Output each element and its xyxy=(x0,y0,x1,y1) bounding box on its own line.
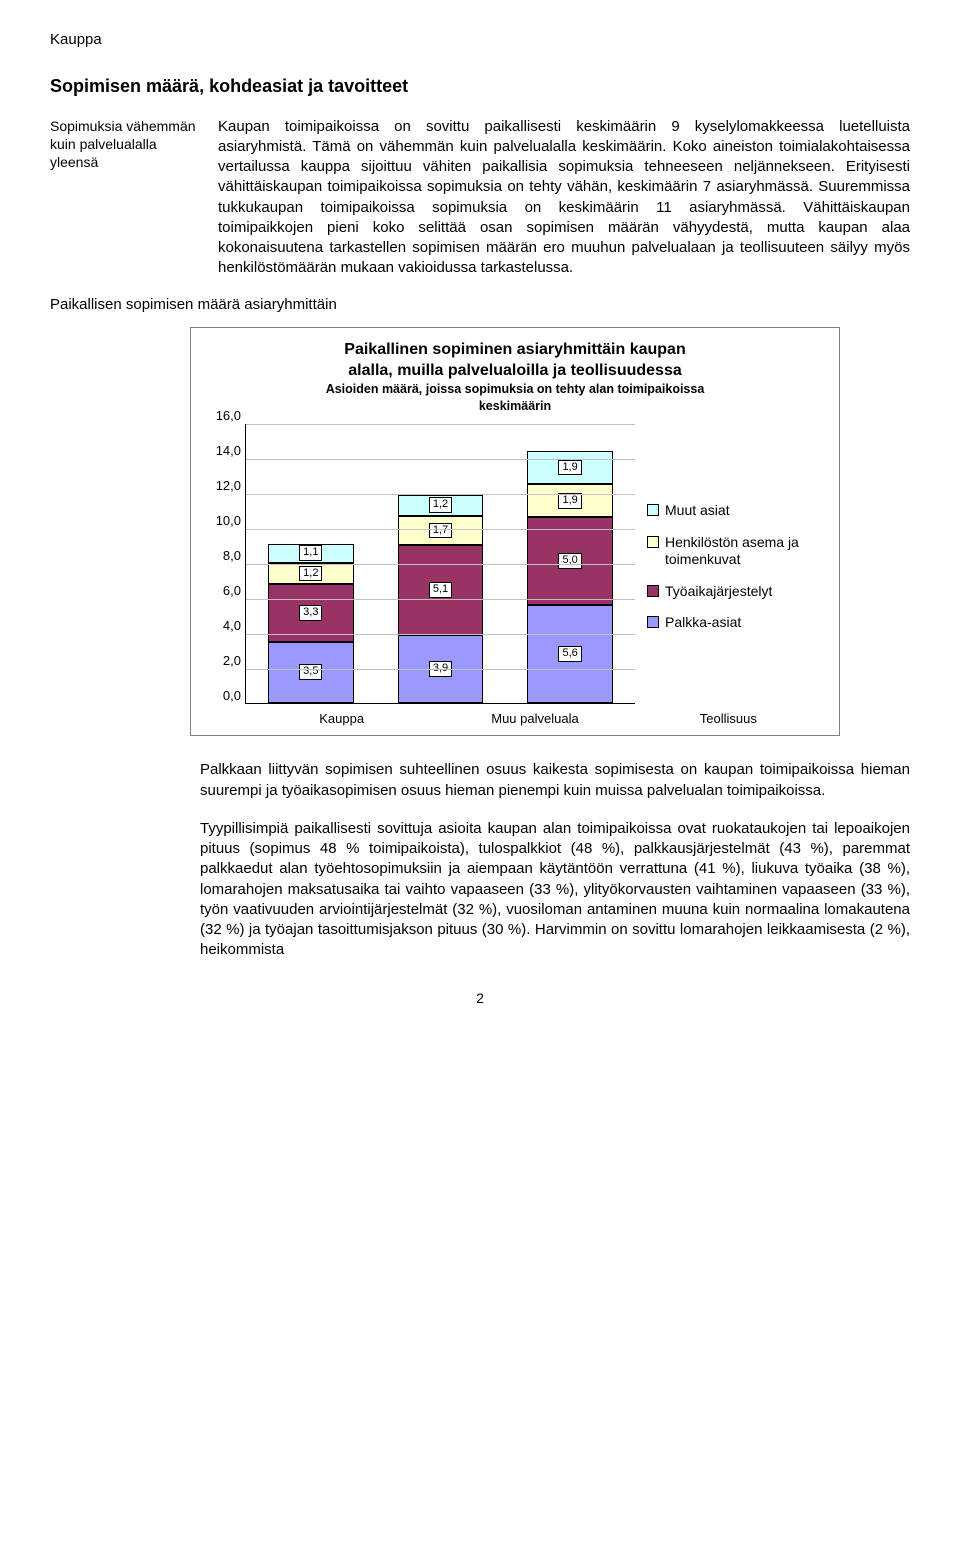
bar-segment: 1,9 xyxy=(527,484,613,517)
plot-wrap: 16,014,012,010,08,06,04,02,00,0 3,5 3,3 1,… xyxy=(205,424,635,704)
legend-swatch xyxy=(647,504,659,516)
chart-section-subheading: Paikallisen sopimisen määrä asiaryhmittä… xyxy=(50,295,910,315)
bar-segment: 5,1 xyxy=(398,545,484,634)
y-axis: 16,014,012,010,08,06,04,02,00,0 xyxy=(205,424,245,704)
x-tick-label: Kauppa xyxy=(278,710,406,728)
bar-segment-label: 5,1 xyxy=(429,582,452,598)
plot-area: 3,53,31,21,13,95,11,71,25,65,01,91,9 xyxy=(245,424,635,704)
bar-segment: 1,2 xyxy=(268,563,354,584)
gridline xyxy=(246,494,635,495)
x-axis: Kauppa Muu palveluala Teollisuus xyxy=(245,710,825,728)
bar-segment: 3,5 xyxy=(268,642,354,703)
bar: 3,5 3,3 1,2 1,1 xyxy=(268,544,354,703)
gridline xyxy=(246,599,635,600)
legend-label: Muut asiat xyxy=(665,502,730,520)
bar-segment-label: 1,2 xyxy=(429,497,452,513)
bar-segment: 5,0 xyxy=(527,517,613,605)
legend-item: Palkka-asiat xyxy=(647,614,825,632)
legend-item: Työaikajärjestelyt xyxy=(647,583,825,601)
bar-segment: 1,1 xyxy=(268,544,354,563)
chart-frame: Paikallinen sopiminen asiaryhmittäin kau… xyxy=(190,327,840,737)
bar-segment-label: 1,1 xyxy=(299,545,322,561)
legend-label: Työaikajärjestelyt xyxy=(665,583,772,601)
gridline xyxy=(246,459,635,460)
chart-title-line1: Paikallinen sopiminen asiaryhmittäin kau… xyxy=(344,341,685,358)
legend-swatch xyxy=(647,536,659,548)
chart-title: Paikallinen sopiminen asiaryhmittäin kau… xyxy=(205,340,825,382)
chart-subtitle-line2: keskimäärin xyxy=(479,399,551,413)
legend: Muut asiat Henkilöstön asema ja toimenkuv… xyxy=(635,424,825,704)
chart-title-line2: alalla, muilla palvelualoilla ja teollis… xyxy=(348,362,681,379)
x-tick-label: Teollisuus xyxy=(665,710,793,728)
gridline xyxy=(246,529,635,530)
page-number: 2 xyxy=(50,989,910,1008)
chart-subtitle-line1: Asioiden määrä, joissa sopimuksia on teh… xyxy=(326,382,705,396)
bar-segment-label: 1,2 xyxy=(299,566,322,582)
x-tick-label: Muu palveluala xyxy=(471,710,599,728)
bar-segment: 1,7 xyxy=(398,516,484,546)
gridline xyxy=(246,564,635,565)
section-heading: Sopimisen määrä, kohdeasiat ja tavoittee… xyxy=(50,74,910,98)
legend-item: Henkilöstön asema ja toimenkuvat xyxy=(647,534,825,569)
gridline xyxy=(246,634,635,635)
bar-segment: 5,6 xyxy=(527,605,613,703)
bar-segment-label: 3,3 xyxy=(299,605,322,621)
legend-label: Palkka-asiat xyxy=(665,614,741,632)
bar-segment: 1,9 xyxy=(527,451,613,484)
legend-item: Muut asiat xyxy=(647,502,825,520)
chart-body: 16,014,012,010,08,06,04,02,00,0 3,5 3,3 1,… xyxy=(205,424,825,704)
paragraph-3: Tyypillisimpiä paikallisesti sovittuja a… xyxy=(200,819,910,961)
doc-title: Kauppa xyxy=(50,30,910,50)
gridline xyxy=(246,669,635,670)
paragraph-2: Palkkaan liittyvän sopimisen suhteelline… xyxy=(200,760,910,801)
bar: 5,6 5,0 1,9 1,9 xyxy=(527,451,613,703)
chart-subtitle: Asioiden määrä, joissa sopimuksia on teh… xyxy=(205,381,825,414)
intro-columns: Sopimuksia vähemmän kuin palvelualalla y… xyxy=(50,117,910,279)
bar-segment-label: 5,0 xyxy=(558,553,581,569)
bar-segment-label: 1,7 xyxy=(429,523,452,539)
gridline xyxy=(246,424,635,425)
bar-segment-label: 3,5 xyxy=(299,664,322,680)
side-note: Sopimuksia vähemmän kuin palvelualalla y… xyxy=(50,117,200,279)
bar-segment-label: 1,9 xyxy=(558,493,581,509)
bar-segment: 1,2 xyxy=(398,495,484,516)
bar-segment-label: 5,6 xyxy=(558,646,581,662)
bar-segment-label: 1,9 xyxy=(558,460,581,476)
main-paragraph-1: Kaupan toimipaikoissa on sovittu paikall… xyxy=(218,117,910,279)
legend-label: Henkilöstön asema ja toimenkuvat xyxy=(665,534,825,569)
legend-swatch xyxy=(647,616,659,628)
legend-swatch xyxy=(647,585,659,597)
